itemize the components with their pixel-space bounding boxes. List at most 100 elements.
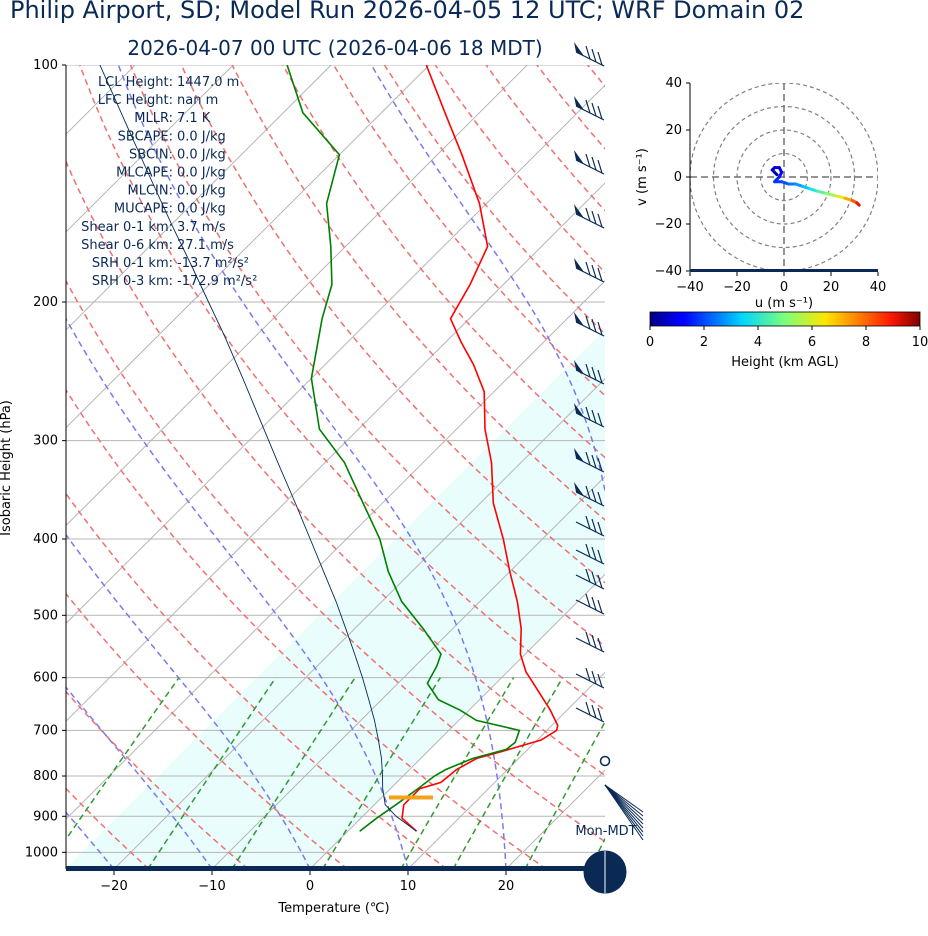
hodograph-x-tick-label: 0: [780, 280, 788, 295]
barb-feather: [591, 670, 597, 685]
hodograph-y-tick-label: −40: [655, 264, 682, 279]
barb-feather: [597, 521, 603, 536]
barb-feather: [585, 207, 591, 222]
hodograph-y-label: v (m s⁻¹): [635, 148, 650, 206]
barb-pennant: [574, 42, 584, 56]
parameter-value: -13.7 m²/s²: [177, 256, 249, 271]
mixing-ratio-line: [147, 677, 277, 869]
profile-lines: [99, 65, 559, 832]
y-tick-label: 300: [33, 434, 58, 449]
barb-pennant: [574, 448, 584, 462]
barb-feather: [597, 321, 603, 336]
barb-feather: [597, 267, 603, 282]
wind-barb: [574, 204, 605, 229]
barb-feather: [597, 549, 603, 564]
colorbar-tick-label: 8: [862, 335, 870, 350]
x-tick-label: 10: [400, 879, 417, 894]
dry-adiabat: [66, 492, 448, 869]
barb-pennant: [574, 482, 584, 496]
wind-barb: [574, 448, 605, 473]
y-tick-label: 600: [33, 671, 58, 686]
isotherm-line: [66, 65, 430, 429]
barb-feather: [585, 631, 591, 646]
hodograph-x-label: u (m s⁻¹): [755, 296, 813, 311]
barb-feather: [591, 366, 597, 381]
wind-barb: [574, 482, 605, 507]
isotherm-line: [66, 182, 605, 722]
mixing-ratio-line: [452, 677, 564, 869]
barb-feather: [585, 99, 591, 114]
parameter-label: Shear 0-1 km:: [81, 220, 173, 235]
barb-feather: [591, 518, 597, 533]
x-axis-spine: [66, 866, 605, 871]
barb-feather: [597, 574, 603, 589]
barb-pennant: [574, 403, 584, 417]
barb-feather: [585, 568, 591, 583]
dry-adiabat: [740, 65, 928, 869]
hodograph-y-tick-label: 20: [665, 123, 682, 138]
wind-barb: [575, 667, 605, 689]
hodograph-segment: [855, 201, 861, 207]
dry-adiabat: [79, 65, 605, 712]
colorbar-tick-label: 2: [700, 335, 708, 350]
parameter-block: LCL Height: 1447.0 m LFC Height: nan m MLLR:…: [81, 75, 257, 289]
parameter-value: 0.0 J/kg: [177, 166, 226, 181]
barb-feather: [591, 48, 597, 63]
moist-adiabat: [66, 533, 311, 869]
barb-feather: [597, 213, 603, 228]
parameter-label: MLCIN:: [128, 184, 173, 199]
parameter-label: SRH 0-3 km:: [92, 274, 173, 289]
dry-adiabat: [383, 65, 605, 335]
barb-feather: [597, 599, 603, 614]
wind-barb: [575, 568, 605, 590]
barb-pennant: [574, 360, 584, 374]
barb-feather: [585, 363, 591, 378]
wind-barb: [575, 631, 605, 653]
colorbar-label: Height (km AGL): [731, 355, 839, 370]
barb-feather: [585, 485, 591, 500]
barb-feather: [585, 543, 591, 558]
isotherm-line: [66, 65, 528, 527]
barb-feather: [591, 704, 597, 719]
colorbar-tick-label: 6: [808, 335, 816, 350]
mixing-ratio-line: [231, 677, 356, 869]
parameter-label: Shear 0-6 km:: [81, 238, 173, 253]
hodograph-y-tick-label: 0: [674, 170, 682, 185]
barb-feather: [591, 454, 597, 469]
wind-barb: [575, 543, 605, 565]
mixing-ratio-line: [589, 837, 605, 869]
dewpoint-profile: [286, 65, 521, 832]
barb-feather: [591, 634, 597, 649]
colorbar: [649, 311, 921, 327]
y-tick-label: 500: [33, 608, 58, 623]
barb-pennant: [574, 204, 584, 218]
parameter-label: MUCAPE:: [114, 202, 173, 217]
tick-layer: 100 200 300 400 500 600 700 800 900 1000 −20 −10 0 10…: [25, 58, 514, 894]
x-tick-label: −10: [198, 879, 225, 894]
wind-barb: [575, 593, 605, 615]
barb-feather: [597, 51, 603, 66]
colorbar-tick-label: 0: [646, 335, 654, 350]
parameter-label: MLCAPE:: [116, 166, 173, 181]
y-tick-label: 1000: [25, 845, 58, 860]
barb-feather: [591, 596, 597, 611]
barb-feather: [591, 546, 597, 561]
wind-barb: [574, 360, 605, 385]
dry-adiabat: [66, 690, 249, 869]
x-tick-label: 0: [306, 879, 314, 894]
parameter-value: 0.0 J/kg: [177, 202, 226, 217]
isotherm-line: [66, 280, 605, 820]
wind-barb: [574, 403, 605, 428]
wind-barb: [574, 150, 605, 175]
barb-feather: [597, 707, 603, 722]
isotherm-line: [66, 65, 136, 135]
surface-barb-line: [604, 784, 644, 841]
wind-barb: [575, 515, 605, 537]
barb-feather: [597, 491, 603, 506]
time-annotation: Mon-MDT: [575, 824, 636, 839]
wind-barb: [574, 258, 605, 283]
background-lines: [66, 65, 928, 869]
isotherm-line: [113, 378, 605, 869]
temperature-profile: [401, 65, 559, 832]
